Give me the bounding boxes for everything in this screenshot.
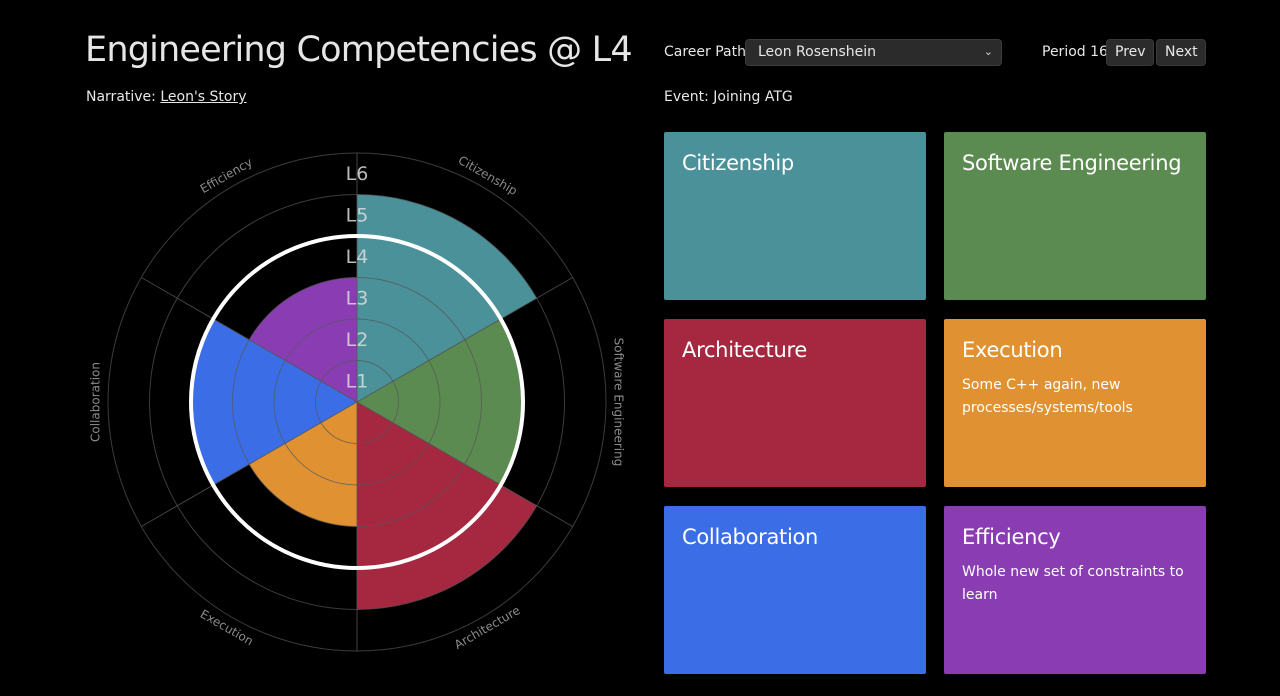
card-architecture[interactable]: Architecture	[664, 319, 926, 487]
level-ring	[149, 194, 565, 610]
spoke-line	[356, 277, 573, 403]
level-label: L2	[346, 329, 369, 351]
period-label: Period 16	[1042, 44, 1108, 60]
axis-label: Collaboration	[89, 362, 103, 442]
card-software-engineering[interactable]: Software Engineering	[944, 132, 1206, 300]
axis-label: Citizenship	[456, 153, 520, 198]
chevron-down-icon: ⌄	[983, 45, 993, 58]
axis-label: Architecture	[452, 603, 523, 652]
next-button[interactable]: Next	[1156, 39, 1206, 66]
narrative: Narrative: Leon's Story	[86, 89, 247, 105]
career-path-select[interactable]: Leon Rosenshein ⌄	[745, 39, 1002, 66]
spoke-line	[141, 401, 358, 527]
current-level-ring	[189, 234, 525, 570]
axis-label: Execution	[198, 607, 256, 649]
level-label: L5	[346, 205, 369, 227]
level-label: L4	[346, 246, 369, 268]
level-ring	[232, 277, 482, 527]
card-title: Execution	[962, 338, 1063, 362]
card-citizenship[interactable]: Citizenship	[664, 132, 926, 300]
spoke-line	[141, 277, 358, 403]
card-title: Collaboration	[682, 525, 819, 549]
card-title: Efficiency	[962, 525, 1061, 549]
level-ring	[190, 235, 524, 569]
card-description: Some C++ again, new processes/systems/to…	[962, 377, 1133, 416]
axis-label: Efficiency	[198, 155, 255, 196]
card-title: Software Engineering	[962, 151, 1182, 175]
wedge-collaboration	[191, 319, 357, 485]
card-title: Citizenship	[682, 151, 794, 175]
level-ring	[273, 318, 441, 486]
card-collaboration[interactable]: Collaboration	[664, 506, 926, 674]
career-path-label: Career Path	[664, 44, 746, 60]
wedge-execution	[249, 402, 357, 527]
narrative-link[interactable]: Leon's Story	[160, 89, 247, 105]
level-label: L3	[346, 288, 369, 310]
card-description: Whole new set of constraints to learn	[962, 564, 1184, 603]
card-efficiency[interactable]: Efficiency Whole new set of constraints t…	[944, 506, 1206, 674]
page-title: Engineering Competencies @ L4	[85, 30, 633, 70]
event-label: Event: Joining ATG	[664, 89, 793, 105]
card-execution[interactable]: Execution Some C++ again, new processes/s…	[944, 319, 1206, 487]
axis-label: Software Engineering	[612, 338, 626, 467]
wedge-efficiency	[249, 277, 357, 402]
spoke-line	[356, 401, 573, 527]
prev-button[interactable]: Prev	[1106, 39, 1154, 66]
card-title: Architecture	[682, 338, 807, 362]
wedge-architecture	[357, 402, 537, 610]
level-ring	[107, 152, 607, 652]
level-ring	[315, 360, 399, 444]
wedge-citizenship	[357, 194, 537, 402]
level-label: L6	[346, 163, 369, 185]
level-label: L1	[346, 371, 369, 393]
wedge-software-engineering	[357, 319, 523, 485]
career-path-value: Leon Rosenshein	[758, 44, 877, 60]
narrative-label: Narrative:	[86, 89, 156, 105]
